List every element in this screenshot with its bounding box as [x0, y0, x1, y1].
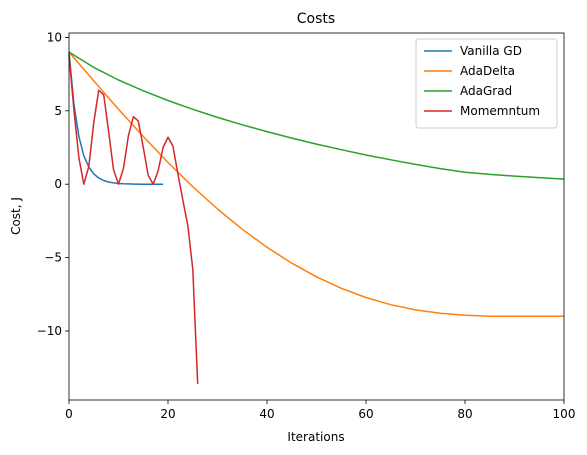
x-axis-ticks: 0 20 40 60 80 100: [65, 400, 575, 421]
x-tick-label: 100: [553, 407, 576, 421]
x-tick-label: 60: [358, 407, 373, 421]
x-tick-label: 40: [259, 407, 274, 421]
y-axis-label: Cost, J: [9, 197, 23, 235]
y-axis-ticks: −10 −5 0 5 10: [37, 30, 69, 338]
y-tick-label: 5: [54, 104, 62, 118]
series-line-1: [68, 51, 564, 318]
legend: Vanilla GD AdaDelta AdaGrad Momemntum: [415, 38, 558, 129]
legend-box: [415, 38, 558, 129]
chart-title: Costs: [297, 11, 335, 27]
x-tick-label: 0: [65, 407, 73, 421]
x-tick-label: 80: [457, 407, 472, 421]
legend-label: AdaGrad: [460, 84, 512, 98]
legend-label: Vanilla GD: [460, 44, 522, 58]
legend-label: AdaDelta: [460, 64, 515, 78]
x-tick-label: 20: [160, 407, 175, 421]
plot-frame: [68, 32, 565, 401]
legend-label: Momemntum: [460, 104, 540, 118]
y-tick-label: −5: [44, 251, 62, 265]
series-line-3: [68, 54, 199, 384]
y-tick-label: 0: [54, 177, 62, 191]
series-line-0: [68, 52, 164, 185]
y-tick-label: −10: [37, 324, 62, 338]
plot-lines: [68, 51, 565, 384]
x-axis-label: Iterations: [287, 430, 344, 444]
y-tick-label: 10: [47, 30, 62, 44]
series-line-2: [68, 51, 565, 180]
